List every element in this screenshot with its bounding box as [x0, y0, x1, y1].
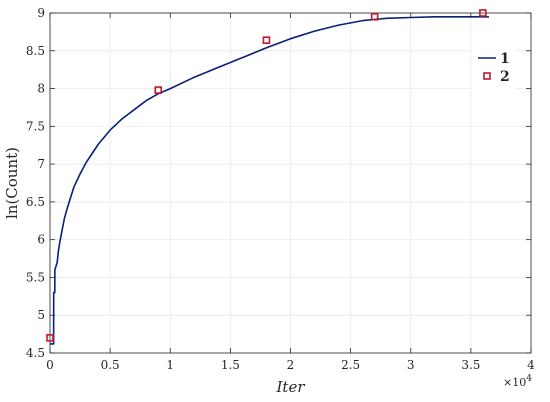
y-tick-label: 8 [37, 82, 45, 96]
y-tick-label: 9 [37, 6, 45, 20]
y-tick-label: 5.5 [26, 270, 45, 284]
legend-box [471, 40, 517, 90]
x-tick-label: 1 [166, 358, 174, 372]
series-marker-2 [262, 36, 271, 45]
x-axis-exponent: ×104 [503, 374, 532, 389]
x-tick-label: 3 [407, 358, 415, 372]
series-marker-2 [479, 9, 487, 17]
x-tick-label: 2.5 [341, 358, 360, 372]
series-marker-2 [46, 334, 54, 342]
y-tick-label: 4.5 [26, 346, 45, 360]
x-tick-label: 1.5 [221, 358, 240, 372]
x-tick-label: 2 [287, 358, 295, 372]
x-tick-label: 0 [46, 358, 54, 372]
series-line-1 [50, 15, 489, 345]
x-tick-label: 4 [527, 358, 535, 372]
y-axis-label: ln(Count) [3, 147, 21, 219]
legend-label-series-1: 1 [500, 51, 510, 67]
x-tick-label: 0.5 [101, 358, 120, 372]
series-marker-2 [154, 86, 163, 94]
series-marker-2 [370, 12, 379, 21]
y-tick-label: 8.5 [26, 44, 45, 58]
y-tick-label: 5 [37, 308, 45, 322]
y-tick-label: 7.5 [26, 119, 45, 133]
y-tick-label: 7 [37, 157, 45, 171]
legend-marker-swatch [483, 72, 491, 80]
y-tick-label: 6.5 [26, 195, 45, 209]
grid [49, 12, 532, 354]
x-exponent-base: ×10 [503, 376, 526, 389]
x-axis-label: Iter [275, 378, 305, 396]
legend-label-series-2: 2 [500, 69, 510, 85]
y-tick-label: 6 [37, 233, 45, 247]
series [46, 9, 489, 345]
x-tick-label: 3.5 [461, 358, 480, 372]
legend: 1 2 [471, 40, 517, 90]
axes: 0 0.5 1 1.5 2 2.5 3 3.5 4 4.5 5 5.5 6 6.5 7 7.5 8 8.5 9 [26, 6, 535, 372]
x-exponent-power: 4 [526, 374, 532, 384]
